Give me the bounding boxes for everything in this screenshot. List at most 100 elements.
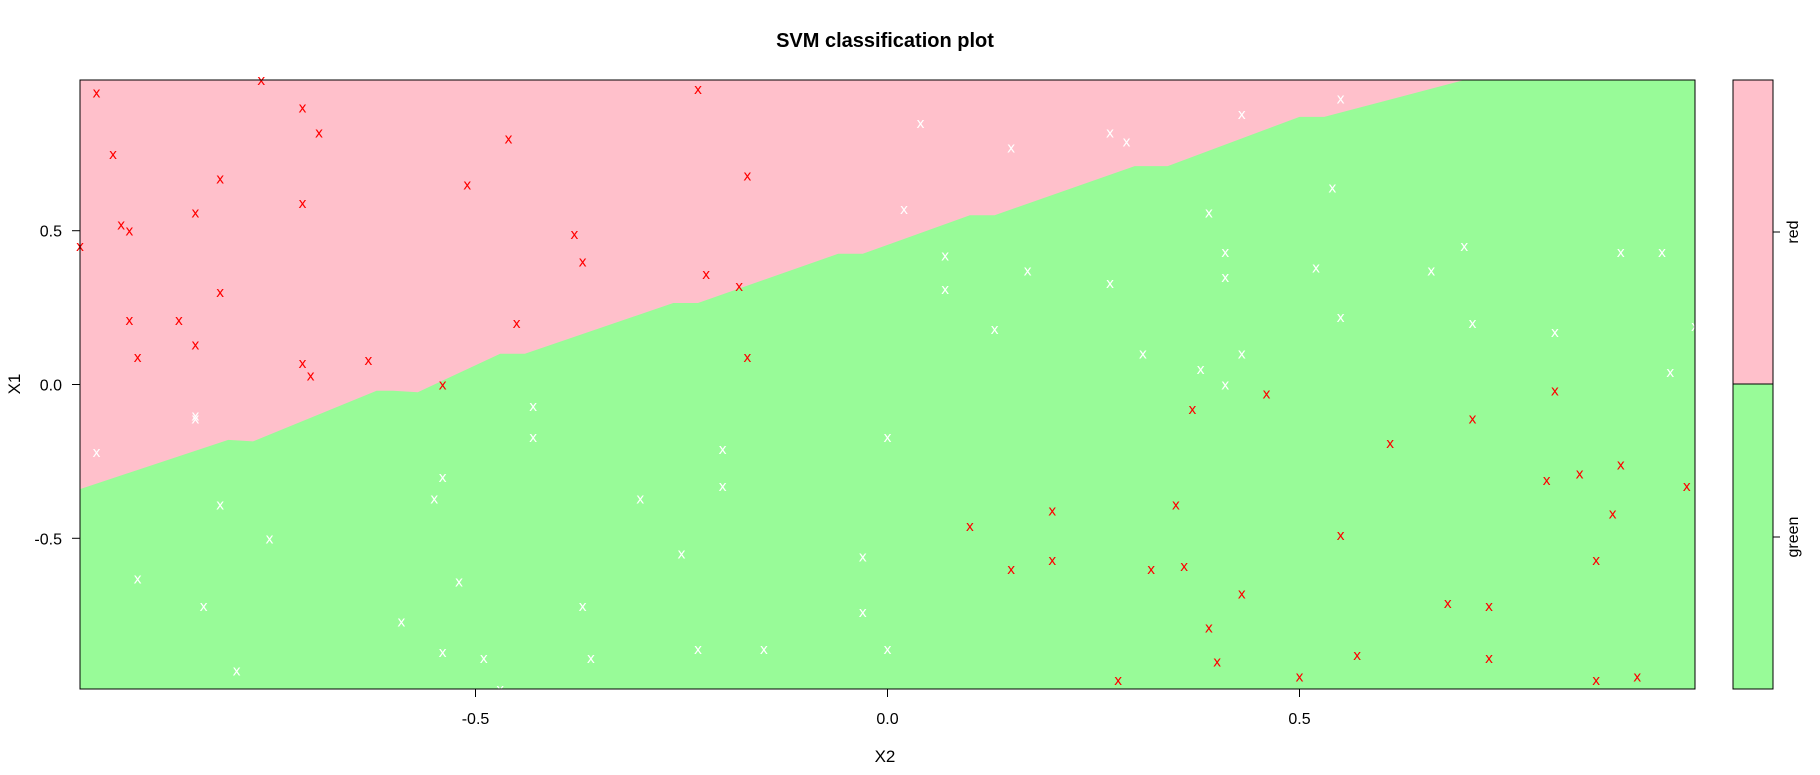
data-point-red: x (743, 350, 751, 366)
data-point-green: x (216, 498, 224, 514)
data-point-green: x (916, 116, 924, 132)
data-point-green: x (859, 550, 867, 566)
data-point-red: x (257, 73, 265, 89)
data-point-green: x (1551, 325, 1559, 341)
data-point-green: x (1122, 135, 1130, 151)
data-point-green: x (191, 408, 199, 424)
chart-title: SVM classification plot (776, 30, 994, 52)
data-point-green: x (529, 399, 537, 415)
data-point-red: x (513, 316, 521, 332)
data-point-green: x (1238, 347, 1246, 363)
data-point-red: x (1551, 384, 1559, 400)
y-tick-label: 0.0 (40, 378, 62, 395)
data-point-red: x (216, 171, 224, 187)
data-point-green: x (134, 571, 142, 587)
data-point-red: x (1353, 648, 1361, 664)
data-point-red: x (966, 519, 974, 535)
data-point-red: x (743, 168, 751, 184)
data-point-red: x (1262, 387, 1270, 403)
data-point-red: x (298, 356, 306, 372)
data-point-green: x (1007, 141, 1015, 157)
data-point-red: x (1295, 670, 1303, 686)
data-point-green: x (941, 282, 949, 298)
data-point-red: x (307, 368, 315, 384)
data-point-red: x (1468, 411, 1476, 427)
data-point-red: x (1543, 473, 1551, 489)
data-point-red: x (735, 279, 743, 295)
data-point-green: x (1221, 245, 1229, 261)
legend-label-red: red (1785, 220, 1802, 243)
data-point-red: x (1205, 621, 1213, 637)
data-point-red: x (191, 205, 199, 221)
data-point-red: x (1485, 651, 1493, 667)
x-axis-label: X2 (875, 747, 896, 766)
data-point-green: x (990, 322, 998, 338)
data-point-red: x (134, 350, 142, 366)
data-point-green: x (1460, 239, 1468, 255)
data-point-green: x (719, 442, 727, 458)
data-point-red: x (1617, 458, 1625, 474)
data-point-red: x (1048, 504, 1056, 520)
data-point-red: x (1180, 559, 1188, 575)
data-point-green: x (859, 605, 867, 621)
data-point-green: x (587, 651, 595, 667)
data-point-green: x (1106, 276, 1114, 292)
data-point-red: x (1575, 467, 1583, 483)
data-point-green: x (883, 430, 891, 446)
x-tick-label: 0.5 (1288, 711, 1310, 728)
data-point-green: x (265, 531, 273, 547)
data-point-green: x (719, 479, 727, 495)
red-region (80, 80, 1695, 490)
data-point-red: x (438, 378, 446, 394)
data-point-green: x (1617, 245, 1625, 261)
data-point-green: x (1312, 261, 1320, 277)
data-point-red: x (1188, 402, 1196, 418)
data-point-green: x (1468, 316, 1476, 332)
data-point-green: x (636, 491, 644, 507)
data-point-red: x (298, 101, 306, 117)
data-point-green: x (1196, 362, 1204, 378)
data-point-red: x (1633, 670, 1641, 686)
data-point-green: x (1658, 245, 1666, 261)
data-point-red: x (315, 125, 323, 141)
data-point-green: x (1205, 205, 1213, 221)
data-point-red: x (1114, 673, 1122, 689)
data-point-green: x (191, 411, 199, 427)
data-point-red: x (1147, 562, 1155, 578)
data-point-red: x (1337, 528, 1345, 544)
data-point-red: x (109, 147, 117, 163)
data-point-green: x (1139, 347, 1147, 363)
data-point-red: x (1386, 436, 1394, 452)
data-point-green: x (1666, 365, 1674, 381)
data-point-red: x (504, 131, 512, 147)
data-point-red: x (1592, 553, 1600, 569)
data-point-green: x (1427, 264, 1435, 280)
legend-red-swatch (1733, 80, 1773, 384)
data-point-red: x (694, 82, 702, 98)
data-point-green: x (1337, 310, 1345, 326)
data-point-green: x (883, 642, 891, 658)
data-point-red: x (1608, 507, 1616, 523)
data-point-green: x (677, 547, 685, 563)
x-tick-label: 0.0 (876, 711, 898, 728)
y-axis-ticks: -0.5 0.0 0.5 (34, 224, 80, 548)
data-point-red: x (1213, 654, 1221, 670)
data-point-red: x (216, 285, 224, 301)
x-axis-ticks: -0.5 0.0 0.5 (462, 689, 1311, 728)
data-point-green: x (1221, 378, 1229, 394)
data-point-red: x (191, 338, 199, 354)
data-point-red: x (1172, 498, 1180, 514)
data-point-green: x (760, 642, 768, 658)
data-point-red: x (125, 313, 133, 329)
data-points: x x x x x x x x x x x x x x x x x x x x x x x x x x x x x x x x x x x x x x x x… (76, 73, 1699, 698)
y-axis-label: X1 (5, 374, 24, 395)
data-point-green: x (1238, 107, 1246, 123)
data-point-green: x (941, 248, 949, 264)
data-point-red: x (117, 218, 125, 234)
data-point-green: x (1328, 181, 1336, 197)
x-tick-label: -0.5 (462, 711, 490, 728)
data-point-green: x (199, 599, 207, 615)
data-point-red: x (702, 267, 710, 283)
legend-label-green: green (1785, 517, 1802, 558)
